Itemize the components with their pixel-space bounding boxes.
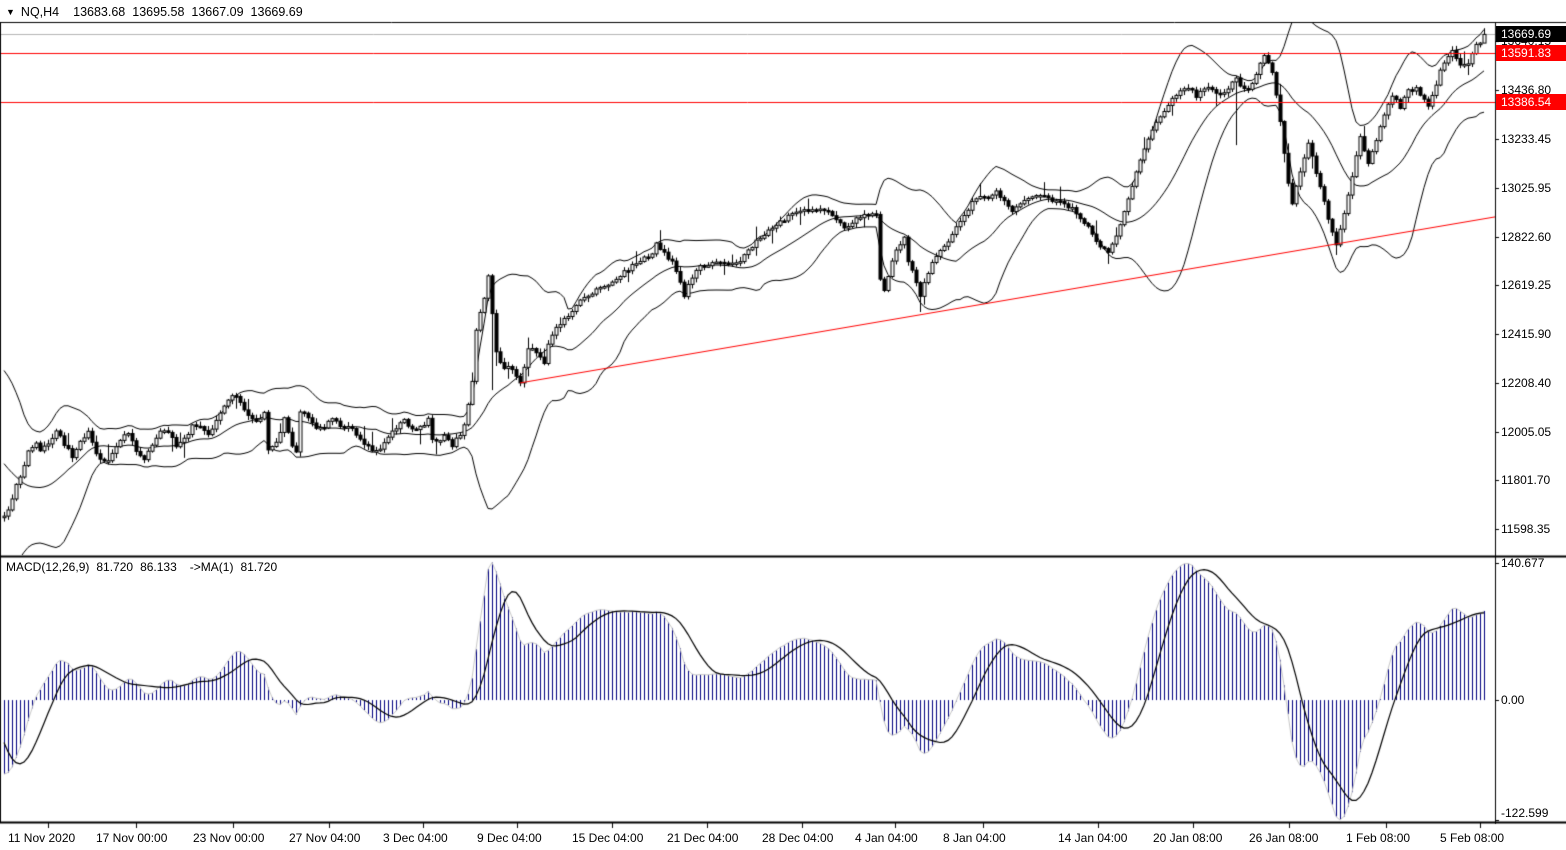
price-tick-label: 13233.45 xyxy=(1501,131,1552,146)
price-tick-label: 12415.90 xyxy=(1501,326,1552,341)
time-tick-label: 8 Jan 04:00 xyxy=(943,831,1006,845)
time-tick-label: 3 Dec 04:00 xyxy=(383,831,448,845)
time-tick-label: 9 Dec 04:00 xyxy=(477,831,542,845)
macd-ma-label: ->MA(1) xyxy=(189,560,234,574)
price-tick-label: 11598.35 xyxy=(1501,522,1551,536)
red-level-marker: 13591.83 xyxy=(1496,44,1566,61)
quote-low: 13667.09 xyxy=(191,5,244,19)
time-tick-label: 11 Nov 2020 xyxy=(8,831,76,845)
macd-signal-value: 86.133 xyxy=(140,560,177,574)
time-tick-label: 26 Jan 08:00 xyxy=(1249,831,1319,845)
time-tick-label: 15 Dec 04:00 xyxy=(572,831,644,845)
time-tick-label: 27 Nov 04:00 xyxy=(289,831,361,845)
macd-tick-label: 140.677 xyxy=(1501,555,1545,570)
quote-high: 13695.58 xyxy=(132,5,185,19)
symbol-period-label: NQ,H4 xyxy=(20,5,60,19)
time-tick-label: 5 Feb 08:00 xyxy=(1440,831,1505,845)
price-tick-label: 12822.60 xyxy=(1501,229,1552,244)
time-tick-label: 21 Dec 04:00 xyxy=(667,831,739,845)
macd-name: MACD(12,26,9) xyxy=(6,560,90,574)
price-tick-label: 13436.80 xyxy=(1501,83,1552,97)
price-tick-label: 12208.40 xyxy=(1501,376,1552,391)
time-tick-label: 1 Feb 08:00 xyxy=(1346,831,1411,845)
symbol-dropdown-icon[interactable]: ▼ xyxy=(6,7,15,17)
quote-close: 13669.69 xyxy=(250,5,303,19)
red-level-marker: 13386.54 xyxy=(1496,94,1566,110)
time-tick-label: 4 Jan 04:00 xyxy=(855,831,918,845)
macd-ma-value: 81.720 xyxy=(240,560,278,574)
time-tick-label: 17 Nov 00:00 xyxy=(96,831,168,845)
macd-tick-label: 0.00 xyxy=(1501,693,1525,708)
time-tick-label: 23 Nov 00:00 xyxy=(193,831,265,845)
time-tick-label: 14 Jan 04:00 xyxy=(1058,831,1128,845)
price-tick-label: 12619.25 xyxy=(1501,278,1552,293)
price-tick-label: 12005.05 xyxy=(1501,424,1552,439)
price-tick-label: 11801.70 xyxy=(1501,473,1551,488)
macd-tick-label: -122.599 xyxy=(1501,806,1549,820)
macd-indicator-label: MACD(12,26,9) 81.720 86.133 ->MA(1) 81.7… xyxy=(6,560,284,574)
macd-main-value: 81.720 xyxy=(96,560,134,574)
current-price-marker: 13669.69 xyxy=(1496,26,1566,43)
price-tick-label: 13025.95 xyxy=(1501,181,1552,196)
chart-title: ▼ NQ,H4 13683.68 13695.58 13667.09 13669… xyxy=(6,3,310,21)
time-tick-label: 20 Jan 08:00 xyxy=(1153,831,1223,845)
time-tick-label: 28 Dec 04:00 xyxy=(762,831,834,845)
quote-open: 13683.68 xyxy=(73,5,126,19)
